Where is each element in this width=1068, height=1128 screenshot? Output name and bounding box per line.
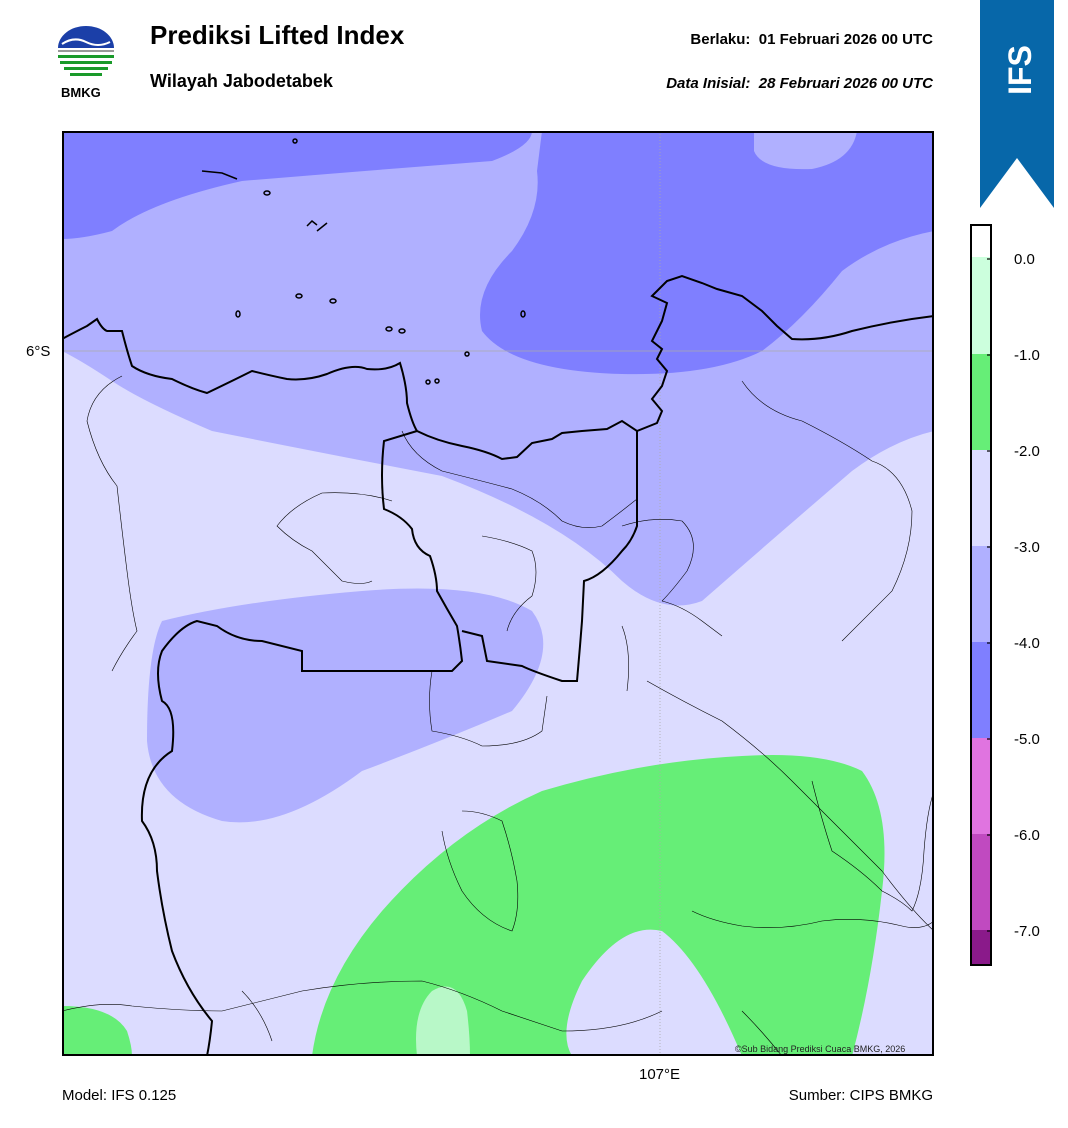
contour-minus4-minus5-nw — [62, 131, 532, 239]
colorbar-bin-6 — [971, 834, 991, 930]
region-subtitle: Wilayah Jabodetabek — [150, 71, 333, 91]
model-label: Model: IFS 0.125 — [62, 1087, 177, 1104]
contour-minus1-minus2-south — [312, 755, 885, 1056]
source-label: Sumber: CIPS BMKG — [788, 1087, 933, 1104]
contour-minus3-minus4-central — [147, 588, 544, 823]
map-frame — [62, 131, 934, 1056]
colorbar-tick-label: -4.0 — [1014, 635, 1040, 652]
lifted-index-map — [62, 131, 934, 1056]
init-time: Data Inisial: 28 Februari 2026 00 UTC — [666, 75, 933, 92]
colorbar-tick-label: 0.0 — [1014, 251, 1035, 268]
colorbar-bin-5 — [971, 738, 991, 834]
thousand-islands — [201, 138, 526, 385]
colorbar-tick-label: -7.0 — [1014, 923, 1040, 940]
colorbar-tick-label: -1.0 — [1014, 347, 1040, 364]
colorbar-frame — [970, 224, 992, 966]
ifs-banner: IFS — [980, 0, 1054, 208]
coastline — [62, 274, 934, 461]
colorbar-bin-0 — [971, 257, 991, 354]
valid-time: Berlaku: 01 Februari 2026 00 UTC — [690, 31, 933, 48]
banner-text: IFS — [1002, 45, 1038, 95]
map-credit: ©Sub Bidang Prediksi Cuaca BMKG, 2026 — [735, 1044, 906, 1054]
colorbar-tick-label: -6.0 — [1014, 827, 1040, 844]
contour-0-minus1 — [416, 986, 470, 1056]
contour-minus4-minus5-ne — [480, 131, 934, 375]
colorbar-tick-label: -2.0 — [1014, 443, 1040, 460]
colorbar-bin-4 — [971, 642, 991, 738]
latitude-label: 6°S — [26, 343, 51, 360]
colorbar-bin-3 — [971, 546, 991, 642]
contour-minus3-minus4-pocket — [754, 131, 857, 170]
contour-minus1-minus2-sw — [62, 1006, 132, 1056]
colorbar-bin-1 — [971, 354, 991, 450]
page-title: Prediksi Lifted Index — [150, 20, 405, 50]
longitude-label: 107°E — [639, 1066, 681, 1083]
colorbar-tick-label: -3.0 — [1014, 539, 1040, 556]
logo-text: BMKG — [61, 85, 101, 100]
colorbar — [970, 224, 992, 966]
colorbar-bin-7 — [971, 930, 991, 965]
district-boundaries — [62, 375, 934, 1056]
colorbar-tick-label: -5.0 — [1014, 731, 1040, 748]
province-boundary-west — [140, 430, 464, 1056]
bmkg-logo-icon — [58, 26, 114, 76]
colorbar-bin-2 — [971, 450, 991, 546]
province-boundary-east — [461, 431, 638, 682]
colorbar-top — [971, 225, 991, 257]
